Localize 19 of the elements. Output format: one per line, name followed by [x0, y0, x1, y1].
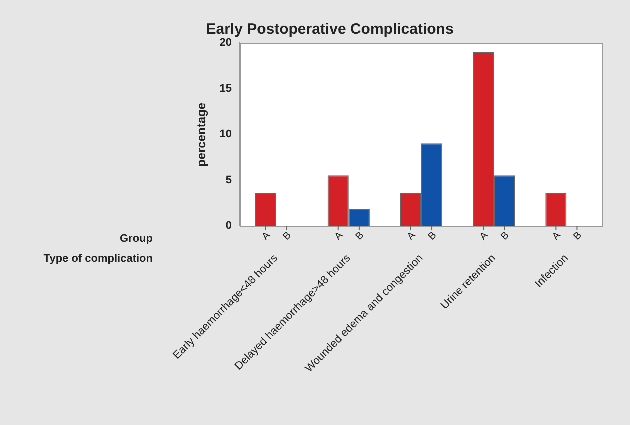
chart-title: Early Postoperative Complications: [206, 21, 454, 38]
text: B: [572, 230, 584, 243]
text: B: [499, 230, 512, 243]
text: B: [426, 230, 440, 243]
text: A: [478, 230, 491, 243]
x-axis-title: Type of complication: [44, 253, 154, 266]
y-tick-label: 15: [220, 82, 232, 95]
text: B: [281, 230, 294, 243]
y-tick-label: 5: [226, 174, 232, 186]
y-tick-label: 10: [220, 128, 232, 141]
text: A: [406, 230, 418, 243]
text: Group: [120, 233, 154, 246]
text: A: [550, 230, 564, 243]
y-axis-title: percentage: [194, 102, 208, 168]
text: A: [260, 230, 274, 243]
y-tick-label: 0: [226, 220, 232, 232]
y-tick-label: 20: [220, 37, 232, 50]
text: B: [354, 230, 367, 243]
text: A: [332, 230, 346, 243]
